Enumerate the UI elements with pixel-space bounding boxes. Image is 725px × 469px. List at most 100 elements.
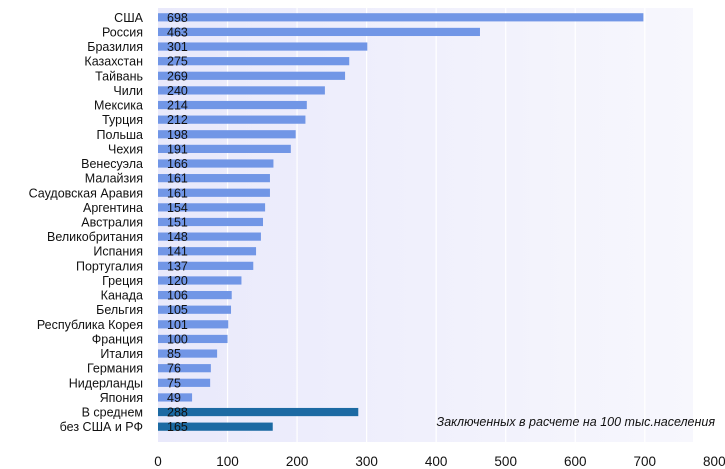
- x-axis-tick-labels: 0 100 200 300 400 500 600 700 800: [154, 454, 725, 469]
- bar: [158, 349, 218, 358]
- bar: [158, 86, 325, 95]
- category-label: В среднем: [82, 406, 143, 420]
- value-label: 49: [167, 391, 181, 405]
- x-tick-label: 700: [634, 454, 657, 469]
- value-label: 198: [167, 128, 188, 142]
- value-label: 76: [167, 362, 181, 376]
- value-label: 137: [167, 259, 188, 273]
- bar: [158, 71, 346, 80]
- category-label: Аргентина: [83, 201, 143, 215]
- value-label: 275: [167, 55, 188, 69]
- bar: [158, 393, 193, 402]
- x-tick-label: 600: [564, 454, 587, 469]
- bar: [158, 130, 296, 139]
- bar: [158, 27, 480, 37]
- value-label: 141: [167, 245, 188, 259]
- category-label: Чили: [113, 84, 143, 98]
- value-label: 165: [167, 420, 188, 434]
- bar: [158, 320, 229, 329]
- category-label: Мексика: [94, 99, 143, 113]
- value-label: 212: [167, 113, 188, 127]
- category-label: без США и РФ: [60, 420, 143, 434]
- category-label: Канада: [101, 289, 143, 303]
- category-label: Чехия: [108, 142, 143, 156]
- category-label: Бельгия: [96, 303, 143, 317]
- category-label: Саудовская Аравия: [29, 186, 143, 200]
- category-label: Япония: [100, 391, 143, 405]
- category-label: Россия: [102, 25, 143, 39]
- category-label: Германия: [87, 362, 143, 376]
- bar: [158, 261, 254, 270]
- category-label: Турция: [102, 113, 143, 127]
- category-label: Франция: [92, 332, 143, 346]
- category-label: Тайвань: [95, 69, 143, 83]
- value-label: 161: [167, 186, 188, 200]
- bar: [158, 159, 274, 168]
- category-label: Италия: [100, 347, 143, 361]
- value-label: 100: [167, 332, 188, 346]
- bar: [158, 290, 232, 300]
- value-label: 463: [167, 25, 188, 39]
- x-tick-label: 100: [216, 454, 239, 469]
- value-label: 151: [167, 215, 188, 229]
- value-label: 288: [167, 406, 188, 420]
- category-label: Великобритания: [47, 230, 143, 244]
- bar: [158, 188, 270, 197]
- x-tick-label: 300: [355, 454, 378, 469]
- value-label: 148: [167, 230, 188, 244]
- category-label: Испания: [93, 245, 143, 259]
- x-tick-label: 0: [154, 454, 162, 469]
- x-tick-label: 500: [494, 454, 517, 469]
- bar: [158, 305, 232, 314]
- category-label: Малайзия: [85, 172, 143, 186]
- category-label: Бразилия: [87, 40, 143, 54]
- bar: [158, 217, 264, 227]
- value-label: 166: [167, 157, 188, 171]
- x-tick-label: 800: [703, 454, 725, 469]
- value-labels: 6984633012752692402142121981911661611611…: [167, 11, 188, 434]
- value-label: 154: [167, 201, 188, 215]
- bar: [158, 422, 273, 431]
- value-label: 161: [167, 172, 188, 186]
- category-label: Венесуэла: [81, 157, 143, 171]
- value-label: 240: [167, 84, 188, 98]
- bar: [158, 378, 211, 387]
- x-tick-label: 400: [425, 454, 448, 469]
- value-label: 85: [167, 347, 181, 361]
- x-tick-label: 200: [286, 454, 309, 469]
- category-label: Республика Корея: [37, 318, 143, 332]
- value-label: 120: [167, 274, 188, 288]
- category-label: Нидерланды: [69, 376, 143, 390]
- bar: [158, 42, 368, 51]
- bar: [158, 13, 644, 22]
- category-label: США: [114, 11, 143, 25]
- bar: [158, 276, 242, 285]
- category-labels: СШАРоссияБразилияКазахстанТайваньЧилиМек…: [29, 11, 144, 434]
- bar: [158, 100, 307, 110]
- value-label: 269: [167, 69, 188, 83]
- bars: [158, 13, 644, 431]
- value-label: 75: [167, 376, 181, 390]
- chart-annotation: Заключенных в расчете на 100 тыс.населен…: [437, 415, 716, 429]
- bar: [158, 57, 350, 66]
- bar: [158, 407, 359, 417]
- bar: [158, 174, 270, 183]
- category-label: Польша: [97, 128, 143, 142]
- value-label: 191: [167, 142, 188, 156]
- category-label: Греция: [102, 274, 143, 288]
- value-label: 698: [167, 11, 188, 25]
- grid-lines: [226, 8, 715, 442]
- bar: [158, 144, 291, 153]
- value-label: 106: [167, 289, 188, 303]
- bar: [158, 364, 211, 373]
- category-label: Португалия: [76, 259, 143, 273]
- value-label: 105: [167, 303, 188, 317]
- category-label: Австралия: [81, 215, 143, 229]
- bar: [158, 334, 228, 344]
- value-label: 101: [167, 318, 188, 332]
- bar: [158, 203, 266, 212]
- value-label: 214: [167, 99, 188, 113]
- bar: [158, 232, 261, 241]
- bar: [158, 115, 306, 124]
